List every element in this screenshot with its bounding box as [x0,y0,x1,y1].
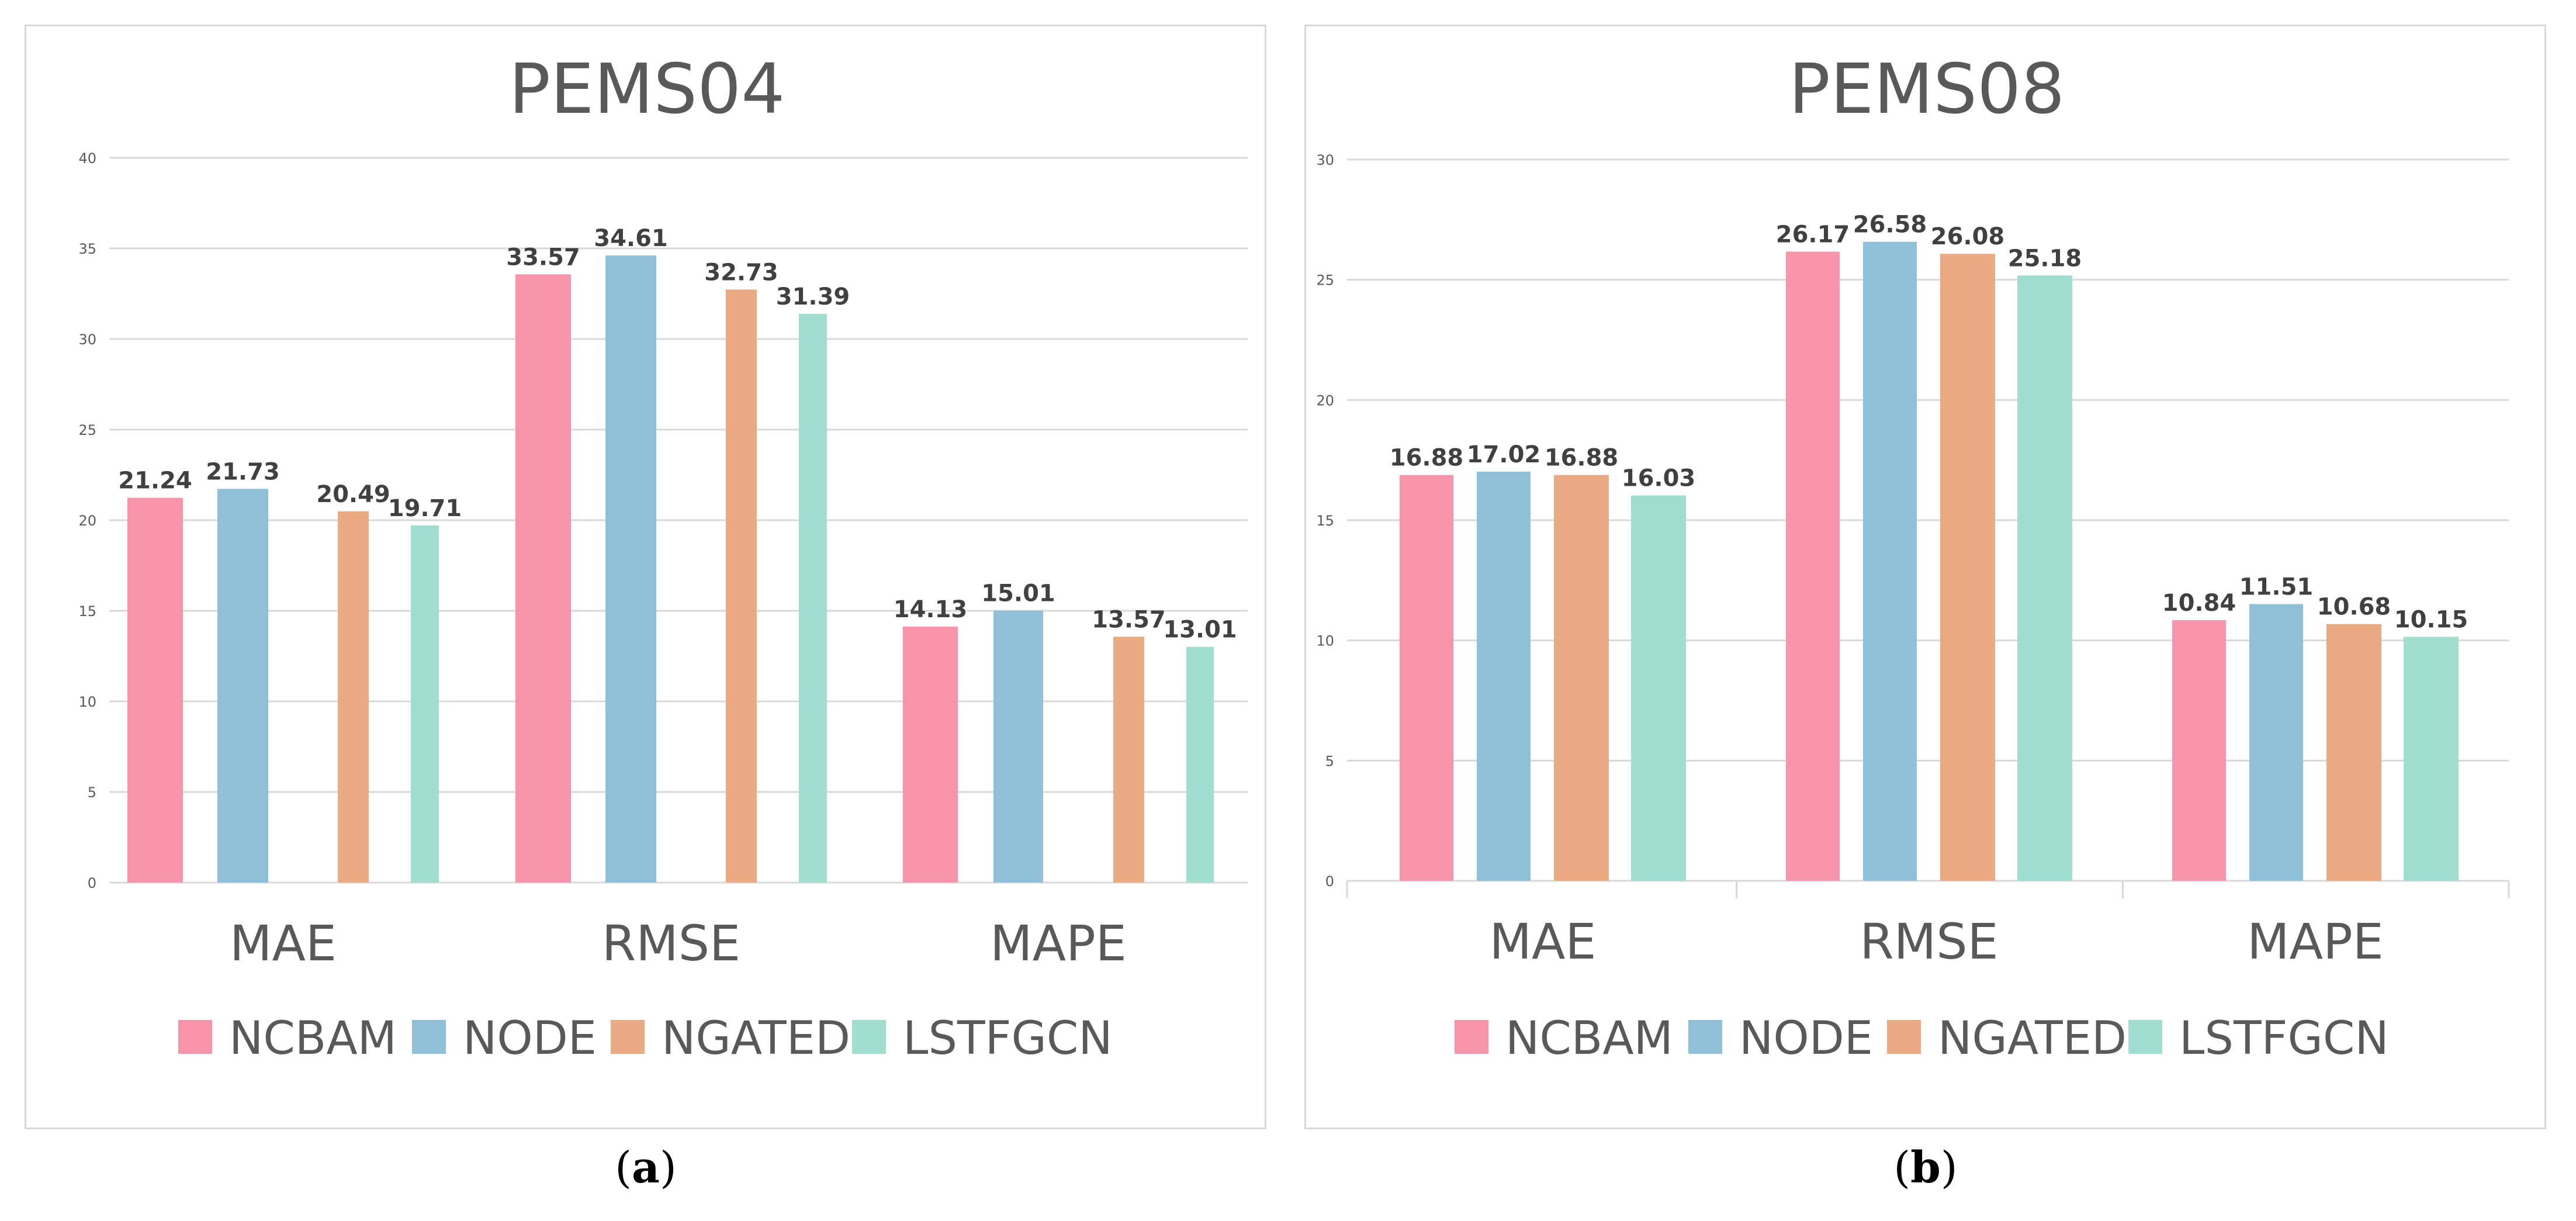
bar-node-mae [217,489,268,883]
legend-swatch-ngated [1887,1020,1921,1054]
y-tick-label: 20 [1316,392,1334,409]
data-label: 21.24 [118,468,192,494]
legend-swatch-ngated [611,1020,645,1054]
data-label: 32.73 [704,259,778,286]
bar-node-rmse [1863,241,1917,881]
legend-swatch-ncbam [178,1020,212,1054]
y-tick-label: 5 [1325,753,1334,769]
legend-label-ncbam: NCBAM [229,1012,397,1065]
bar-ngated-rmse [726,289,757,883]
data-label: 16.88 [1390,445,1464,472]
data-label: 13.01 [1163,617,1237,644]
x-category-label: MAE [230,915,337,972]
data-label: 26.08 [1931,223,2005,250]
bar-node-mape [2249,604,2303,881]
y-tick-label: 35 [78,241,96,257]
data-label: 11.51 [2239,574,2314,601]
bar-lstfgcn-mae [1631,495,1686,881]
data-label: 13.57 [1092,606,1166,633]
data-label: 16.88 [1545,445,1619,472]
data-label: 17.02 [1467,441,1541,468]
data-label: 15.01 [981,580,1055,607]
legend-label-lstfgcn: LSTFGCN [2179,1012,2389,1065]
legend-swatch-ncbam [1455,1020,1488,1054]
y-tick-label: 5 [88,784,96,801]
y-tick-label: 20 [78,513,96,529]
bar-lstfgcn-rmse [2017,275,2072,881]
bar-ncbam-mape [903,626,958,883]
data-label: 10.84 [2162,590,2236,617]
data-label: 16.03 [1622,465,1696,492]
y-tick-label: 30 [78,331,96,348]
bar-lstfgcn-mape [2404,637,2459,881]
legend-label-ngated: NGATED [1938,1012,2127,1065]
data-label: 25.18 [2008,245,2082,272]
data-label: 20.49 [316,481,390,508]
x-category-label: RMSE [602,915,740,972]
y-tick-label: 15 [1316,513,1334,529]
legend-label-ngated: NGATED [662,1012,850,1065]
data-label: 26.17 [1776,222,1850,248]
chart-title: PEMS08 [1789,49,2065,129]
legend-label-lstfgcn: LSTFGCN [903,1012,1113,1065]
x-category-label: MAPE [990,915,1127,972]
bar-node-mae [1477,471,1531,881]
chart-panel-pems04: PEMS04 0 5 10 15 20 25 30 35 40 21.24 33.57 14.13 21.… [25,25,1266,1129]
y-tick-label: 25 [78,422,96,438]
bar-ngated-mape [2326,624,2381,881]
legend-swatch-node [412,1020,446,1054]
data-label: 14.13 [894,596,968,623]
y-tick-label: 25 [1316,272,1334,289]
bar-lstfgcn-mae [411,525,439,883]
x-category-label: MAPE [2247,913,2384,970]
y-tick-label: 10 [78,694,96,710]
bar-ncbam-rmse [1786,251,1840,881]
y-tick-label: 40 [78,150,96,167]
y-tick-label: 0 [88,875,96,891]
data-label: 26.58 [1853,212,1927,238]
data-label: 10.15 [2394,606,2468,633]
y-tick-label: 0 [1325,873,1334,890]
bar-lstfgcn-mape [1186,646,1214,883]
caption-a: (a) [615,1143,677,1193]
legend-label-node: NODE [463,1012,597,1065]
x-category-label: RMSE [1860,913,1998,970]
chart-svg-pems08: PEMS08 0 5 10 15 20 25 30 16.88 26.17 10.84 17.02 26… [1316,49,2510,1065]
chart-svg-pems04: PEMS04 0 5 10 15 20 25 30 35 40 21.24 33.57 14.13 21.… [78,49,1248,1065]
legend-label-ncbam: NCBAM [1505,1012,1673,1065]
legend-swatch-lstfgcn [2128,1020,2162,1054]
y-tick-label: 10 [1316,633,1334,649]
data-label: 31.39 [776,283,850,310]
data-label: 19.71 [388,495,462,522]
chart-title: PEMS04 [509,49,785,129]
bar-ngated-mape [1113,637,1144,883]
legend-swatch-lstfgcn [852,1020,886,1054]
bar-ngated-mae [338,511,369,883]
data-label: 10.68 [2317,594,2391,621]
bar-ncbam-mae [1400,475,1453,881]
bar-node-rmse [605,255,656,883]
data-label: 33.57 [506,244,580,271]
x-category-label: MAE [1489,913,1596,970]
y-tick-label: 30 [1316,152,1334,168]
data-label: 34.61 [594,225,668,252]
bar-ncbam-mae [127,497,183,883]
caption-b: (b) [1893,1143,1958,1193]
bar-ncbam-mape [2172,620,2226,881]
data-label: 21.73 [206,458,280,485]
legend-swatch-node [1688,1020,1722,1054]
y-tick-label: 15 [78,603,96,620]
bar-lstfgcn-rmse [799,313,827,883]
bar-node-mape [993,610,1043,883]
bar-ncbam-rmse [515,274,571,883]
bar-ngated-rmse [1940,254,1995,881]
bar-ngated-mae [1554,475,1609,881]
chart-panel-pems08: PEMS08 0 5 10 15 20 25 30 16.88 26.17 10.84 17.02 26… [1304,25,2546,1129]
legend-label-node: NODE [1739,1012,1873,1065]
